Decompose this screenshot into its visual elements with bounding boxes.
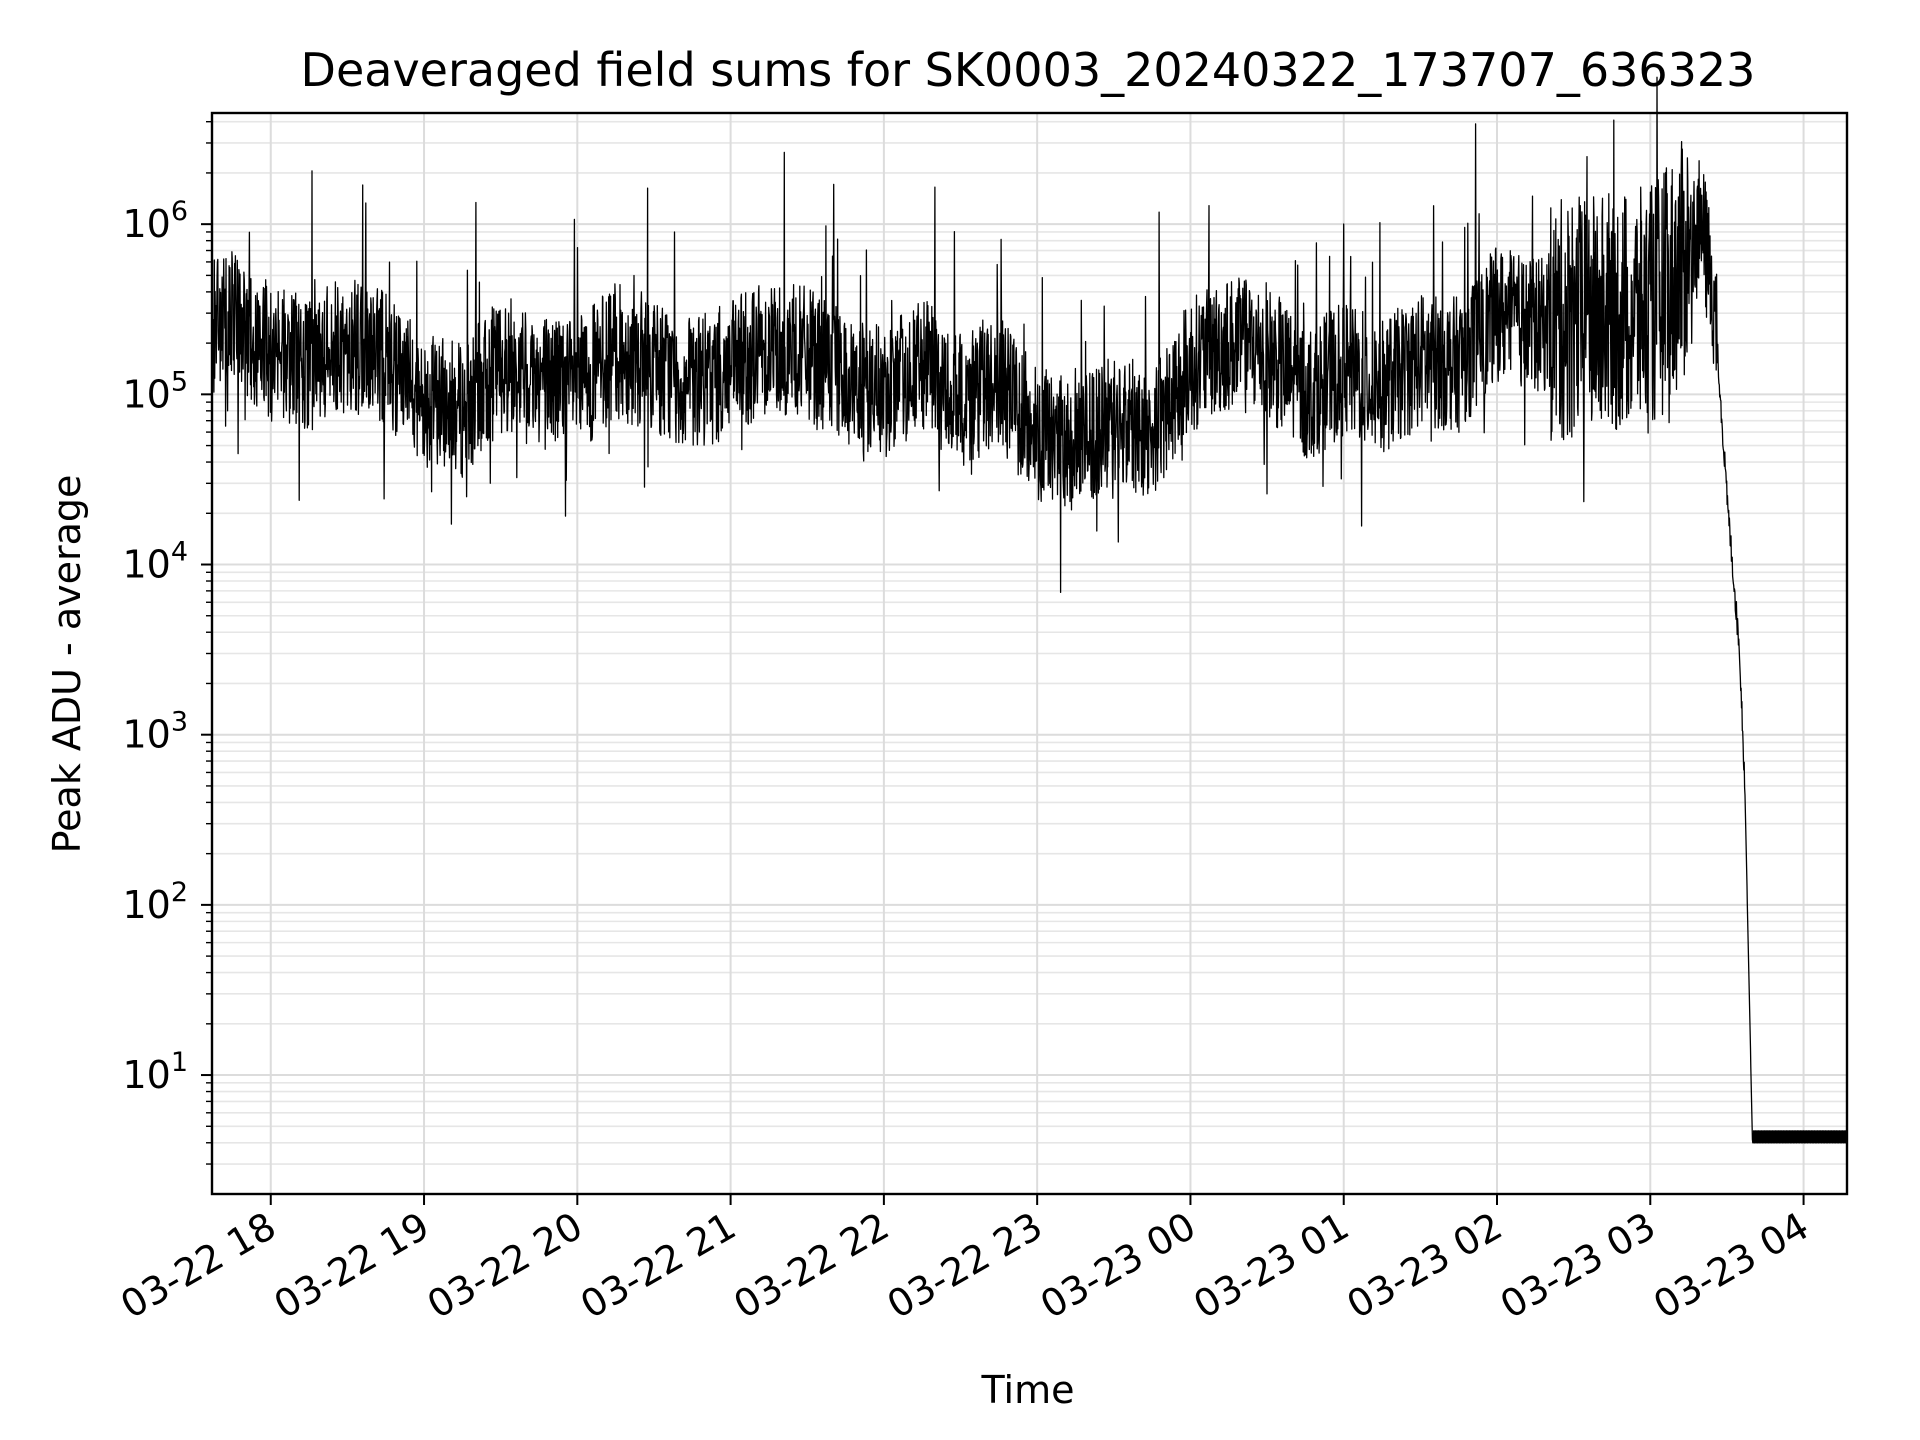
y-axis-label: Peak ADU - average: [45, 475, 89, 854]
data-layer: [211, 76, 1848, 1144]
x-axis-label: Time: [981, 1368, 1075, 1412]
y-tick-label: 104: [122, 537, 188, 587]
y-tick-label: 103: [122, 707, 188, 757]
series-line: [211, 76, 1848, 1144]
grid-lines: [212, 113, 1847, 1194]
y-tick-label: 105: [122, 366, 188, 416]
chart-title: Deaveraged field sums for SK0003_2024032…: [301, 43, 1756, 97]
y-tick-label: 102: [122, 877, 188, 927]
y-tick-label: 101: [122, 1047, 188, 1097]
y-tick-label: 106: [122, 196, 188, 246]
